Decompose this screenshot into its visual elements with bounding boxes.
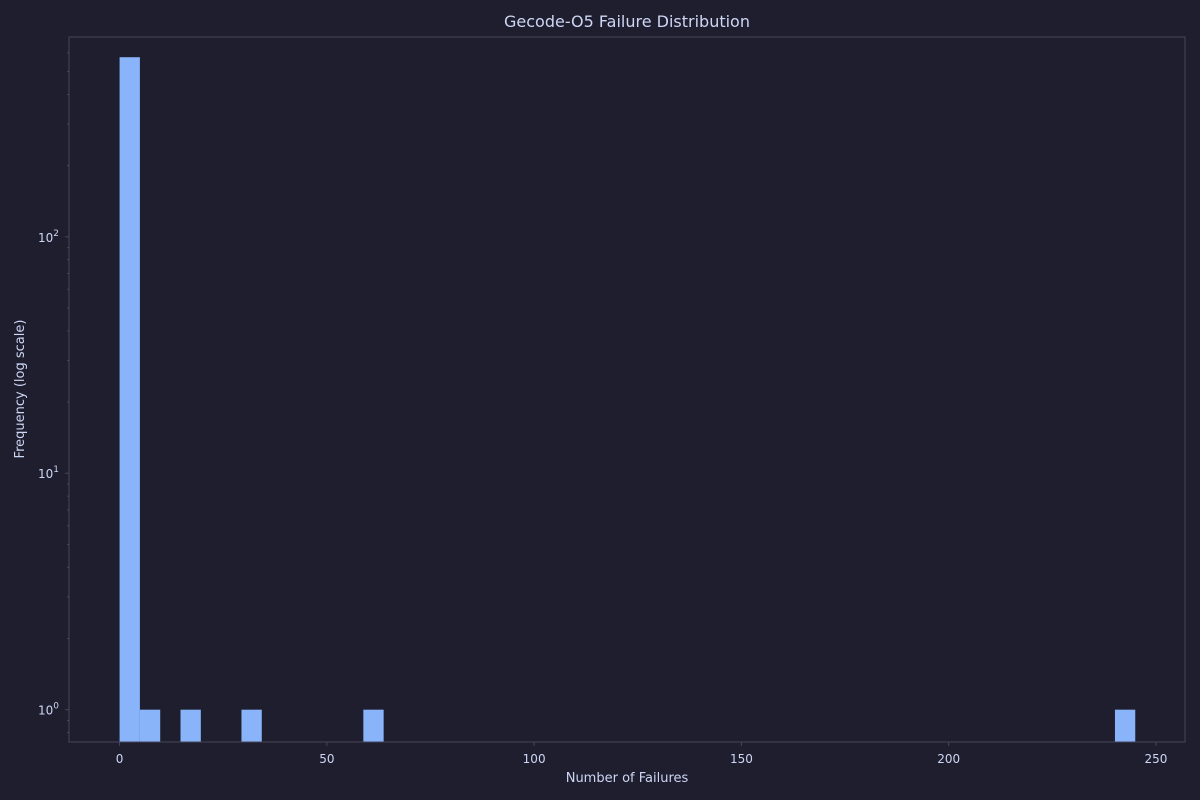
- chart-title: Gecode-O5 Failure Distribution: [504, 12, 750, 31]
- bars-group: [119, 57, 1136, 742]
- x-tick-label: 100: [523, 752, 546, 766]
- histogram-bar: [241, 709, 262, 742]
- histogram-bar: [139, 709, 161, 742]
- y-tick-label: 102: [38, 229, 59, 245]
- x-tick-label: 200: [937, 752, 960, 766]
- y-axis-ticks: 100 101 102: [38, 52, 69, 734]
- histogram-bar: [119, 57, 140, 742]
- histogram-bar: [1114, 709, 1136, 742]
- x-axis-label: Number of Failures: [566, 771, 689, 786]
- x-axis-ticks: 0 50 100 150 200 250: [116, 742, 1168, 766]
- histogram-bar: [363, 709, 384, 742]
- y-tick-label: 100: [38, 702, 59, 718]
- x-tick-label: 250: [1145, 752, 1168, 766]
- plot-frame: [68, 36, 1186, 743]
- y-tick-label: 101: [38, 465, 59, 481]
- histogram-bar: [180, 709, 201, 742]
- x-tick-label: 50: [319, 752, 334, 766]
- x-tick-label: 150: [730, 752, 753, 766]
- x-tick-label: 0: [116, 752, 124, 766]
- y-axis-label: Frequency (log scale): [13, 320, 28, 459]
